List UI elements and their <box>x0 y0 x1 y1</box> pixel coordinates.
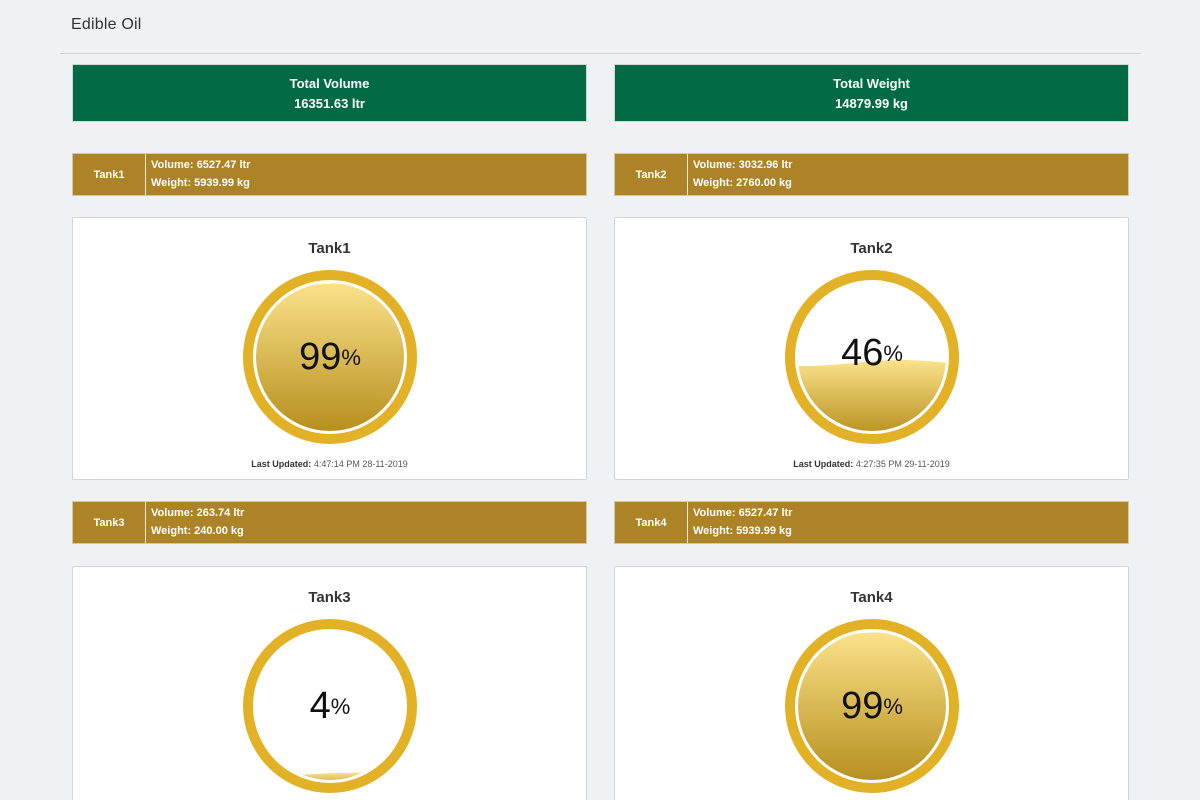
total-volume-label: Total Volume <box>289 76 370 91</box>
tank4-liquid-gauge: 99% <box>785 619 959 793</box>
tank4-card: Tank4 99% <box>614 566 1129 800</box>
tank-name: Tank4 <box>615 502 688 543</box>
last-updated-label: Last Updated: <box>793 459 854 469</box>
tank-volume: Volume: 263.74 ltr <box>151 507 245 519</box>
total-volume-box: Total Volume 16351.63 ltr <box>72 64 587 122</box>
tank2-card: Tank2 46% Last Updated: 4:27:35 PM 29-11… <box>614 217 1129 480</box>
tank1-card: Tank1 99% Last Updated: 4:47:14 PM 28-11… <box>72 217 587 480</box>
tank3-info-bar[interactable]: Tank3 Volume: 263.74 ltr Weight: 240.00 … <box>72 501 587 544</box>
gauge-liquid-fill <box>256 283 404 431</box>
gauge-percent-text: 99% <box>841 685 903 727</box>
last-updated: Last Updated: 4:27:35 PM 29-11-2019 <box>615 459 1128 469</box>
tank-volume: Volume: 6527.47 ltr <box>693 507 793 519</box>
tank1-info-bar[interactable]: Tank1 Volume: 6527.47 ltr Weight: 5939.9… <box>72 153 587 196</box>
tank-volume: Volume: 3032.96 ltr <box>693 159 793 171</box>
tank-card-title: Tank3 <box>308 589 351 606</box>
tank3-card: Tank3 4% <box>72 566 587 800</box>
tank-weight: Weight: 2760.00 kg <box>693 177 792 189</box>
total-weight-value: 14879.99 kg <box>834 96 908 111</box>
last-updated-value: 4:27:35 PM 29-11-2019 <box>855 459 950 469</box>
tank-name: Tank3 <box>73 502 146 543</box>
tank-card-title: Tank2 <box>850 240 893 257</box>
page-title: Edible Oil <box>71 16 142 33</box>
last-updated-value: 4:47:14 PM 28-11-2019 <box>313 459 408 469</box>
tank-weight: Weight: 5939.99 kg <box>151 177 250 189</box>
tank-name: Tank2 <box>615 154 688 195</box>
tank-weight: Weight: 240.00 kg <box>151 525 244 537</box>
gauge-percent-text: 4% <box>310 685 351 727</box>
tank-volume: Volume: 6527.47 ltr <box>151 159 251 171</box>
tank2-liquid-gauge: 46% <box>785 270 959 444</box>
tank-name: Tank1 <box>73 154 146 195</box>
gauge-percent-text: 46% <box>841 332 903 374</box>
tank-card-title: Tank4 <box>850 589 893 606</box>
tank2-info-bar[interactable]: Tank2 Volume: 3032.96 ltr Weight: 2760.0… <box>614 153 1129 196</box>
tank4-info-bar[interactable]: Tank4 Volume: 6527.47 ltr Weight: 5939.9… <box>614 501 1129 544</box>
total-weight-box: Total Weight 14879.99 kg <box>614 64 1129 122</box>
total-weight-label: Total Weight <box>833 76 910 91</box>
last-updated-label: Last Updated: <box>251 459 312 469</box>
last-updated: Last Updated: 4:47:14 PM 28-11-2019 <box>73 459 586 469</box>
gauge-percent-text: 99% <box>299 336 361 378</box>
tank-card-title: Tank1 <box>308 240 351 257</box>
tank1-liquid-gauge: 99% <box>243 270 417 444</box>
tank3-liquid-gauge: 4% <box>243 619 417 793</box>
gauge-liquid-fill <box>798 632 946 780</box>
gauge-ring <box>243 619 417 793</box>
total-volume-value: 16351.63 ltr <box>294 96 365 111</box>
page-header: Edible Oil <box>60 0 1141 54</box>
tank-weight: Weight: 5939.99 kg <box>693 525 792 537</box>
